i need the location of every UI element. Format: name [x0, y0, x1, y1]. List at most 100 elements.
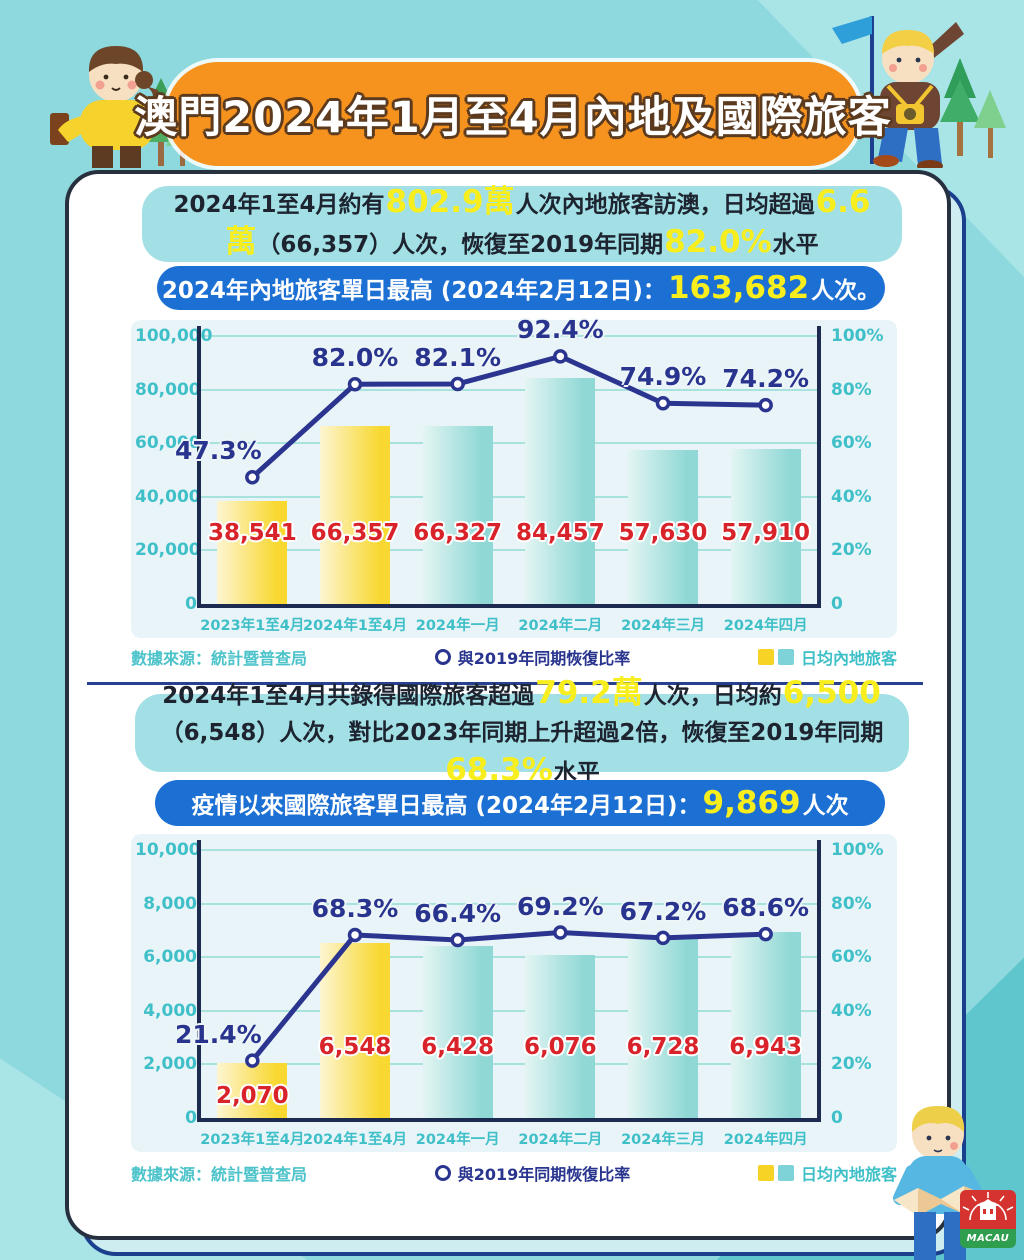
- gridline: [201, 1009, 817, 1012]
- right-axis-tick-label: 40%: [831, 1000, 872, 1021]
- recovery-rate-label: 82.1%: [414, 342, 502, 372]
- yellow-bar-swatch-icon: [757, 649, 774, 665]
- bar-value-label: 57,630: [618, 520, 708, 546]
- line-point-marker: [758, 397, 773, 413]
- y-axis-tick-label: 60,000: [135, 433, 201, 454]
- gridline: [201, 549, 817, 552]
- bar: [422, 945, 493, 1118]
- gridline: [201, 849, 817, 851]
- line-point-marker: [655, 396, 671, 411]
- bar: [730, 931, 801, 1118]
- right-axis-line: [817, 840, 821, 1122]
- y-axis-tick-label: 100,000: [135, 326, 213, 346]
- mainland-chart-footer: 數據來源：統計暨普查局 與2019年同期恢復比率 日均內地旅客: [131, 644, 897, 670]
- x-axis-line: [197, 604, 821, 608]
- text-segments: 疫情以來國際旅客單日最高 (2024年2月12日)：9,869人次: [191, 785, 848, 821]
- category-label: 2024年一月: [415, 1132, 500, 1148]
- text-segment: 2024年1至4月共錄得國際旅客超過: [162, 682, 535, 709]
- tourist-camera-illustration: [832, 16, 1006, 168]
- main-card: 2024年1至4月約有802.9萬人次內地旅客訪澳，日均超過6.6萬（66,35…: [65, 170, 951, 1240]
- tourist-map-illustration: [893, 1106, 988, 1260]
- bar-legend-label: 日均內地旅客: [800, 1165, 897, 1184]
- international-daily-record-banner: 疫情以來國際旅客單日最高 (2024年2月12日)：9,869人次: [155, 780, 885, 826]
- text-segment: （6,548）人次，對比2023年同期上升超過2倍，恢復至2019年同期: [160, 719, 884, 746]
- logo-wordmark: MACAU: [960, 1229, 1016, 1248]
- category-label: 2024年二月: [518, 618, 603, 634]
- category-label: 2024年三月: [621, 618, 705, 634]
- text-segment: 水平: [772, 232, 819, 258]
- text-segments: 2024年內地旅客單日最高 (2024年2月12日)：163,682人次。: [162, 270, 880, 306]
- category-label: 2023年1至4月: [200, 618, 305, 634]
- highlight-number: 9,869: [702, 785, 801, 821]
- highlight-number: 6.6萬: [225, 184, 871, 260]
- category-label: 2024年一月: [415, 618, 500, 634]
- text-segments: 2024年1至4月約有802.9萬人次內地旅客訪澳，日均超過6.6萬（66,35…: [164, 184, 880, 264]
- line-point-marker: [758, 926, 773, 942]
- line-point-marker: [655, 930, 671, 946]
- bar-value-label: 6,076: [523, 1034, 597, 1060]
- bar: [422, 426, 493, 604]
- category-label: 2024年二月: [518, 1132, 603, 1148]
- data-source-label: 數據來源：統計暨普查局: [131, 1165, 308, 1184]
- line-legend: 與2019年同期恢復比率: [434, 645, 630, 669]
- y-axis-tick-label: 6,000: [143, 947, 197, 968]
- line-point-marker: [245, 1053, 260, 1068]
- y-axis-tick-label: 20,000: [135, 540, 201, 561]
- recovery-rate-label: 47.3%: [174, 436, 262, 466]
- text-segment: 疫情以來國際旅客單日最高 (2024年2月12日)：: [191, 793, 701, 819]
- international-summary-text: 2024年1至4月共錄得國際旅客超過79.2萬人次，日均約6,500 （6,548…: [135, 675, 909, 788]
- gridline: [201, 956, 817, 959]
- text-segment: 2024年1至4月約有: [173, 192, 385, 218]
- line-legend-label: 與2019年同期恢復比率: [457, 1165, 631, 1184]
- highlight-number: 163,682: [667, 270, 810, 306]
- right-axis-tick-label: 100%: [831, 840, 884, 860]
- line-point-marker: [245, 469, 260, 485]
- line-point-marker: [553, 925, 568, 940]
- recovery-rate-line: [245, 925, 773, 1068]
- bar-value-label: 38,541: [207, 520, 297, 546]
- right-axis-line: [817, 326, 821, 608]
- category-label: 2024年1至4月: [302, 618, 408, 634]
- text-segment: 人次: [802, 793, 849, 819]
- data-source-label: 數據來源：統計暨普查局: [131, 649, 308, 668]
- recovery-rate-label: 92.4%: [516, 315, 604, 345]
- bar-legend: 日均內地旅客: [757, 645, 897, 669]
- right-axis-tick-label: 80%: [831, 379, 872, 400]
- right-axis-tick-label: 40%: [831, 486, 872, 507]
- recovery-rate-label: 66.4%: [414, 899, 502, 929]
- teal-bar-swatch-icon: [777, 1165, 794, 1181]
- yellow-bar-swatch-icon: [757, 1165, 774, 1181]
- x-axis-line: [197, 1118, 821, 1122]
- right-axis-tick-label: 60%: [831, 433, 872, 454]
- bar-value-label: 57,910: [721, 520, 811, 546]
- text-segment: 人次內地旅客訪澳，日均超過: [515, 192, 815, 218]
- right-axis-tick-label: 20%: [831, 1054, 872, 1075]
- gridline: [201, 1063, 817, 1066]
- international-visitors-chart: 0 0 2,000 20% 4,000 40% 6,000 60% 8,000 80% 10,000…: [131, 834, 897, 1152]
- highlight-number: 6,500: [782, 674, 881, 711]
- bar: [628, 449, 698, 604]
- line-legend: 與2019年同期恢復比率: [434, 1161, 631, 1185]
- category-label: 2024年三月: [621, 1132, 705, 1148]
- line-point-marker: [347, 927, 363, 943]
- highlight-number: 82.0%: [664, 224, 772, 260]
- highlight-number: 79.2萬: [535, 674, 643, 711]
- line-marker-icon: [434, 649, 451, 665]
- text-segment: （66,357）人次，恢復至2019年同期: [257, 232, 664, 258]
- mainland-summary-text: 2024年1至4月約有802.9萬人次內地旅客訪澳，日均超過6.6萬（66,35…: [142, 184, 902, 264]
- page-title: 澳門2024年1月至4月內地及國際旅客: [134, 93, 892, 143]
- bar: [320, 942, 390, 1118]
- line-point-marker: [553, 349, 568, 364]
- bar-value-label: 66,327: [413, 520, 503, 546]
- recovery-rate-label: 21.4%: [174, 1019, 262, 1049]
- category-label: 2023年1至4月: [200, 1132, 305, 1148]
- y-axis-tick-label: 8,000: [143, 893, 197, 914]
- bar-value-label: 6,428: [421, 1034, 495, 1060]
- text-segment: 人次，日均約: [643, 682, 782, 709]
- right-axis-tick-label: 0: [831, 594, 843, 614]
- text-segments: 2024年1至4月共錄得國際旅客超過79.2萬人次，日均約6,500 （6,548…: [157, 675, 887, 792]
- right-axis-tick-label: 80%: [831, 893, 872, 914]
- bar-value-label: 2,070: [215, 1082, 289, 1109]
- y-axis-tick-label: 2,000: [143, 1054, 197, 1075]
